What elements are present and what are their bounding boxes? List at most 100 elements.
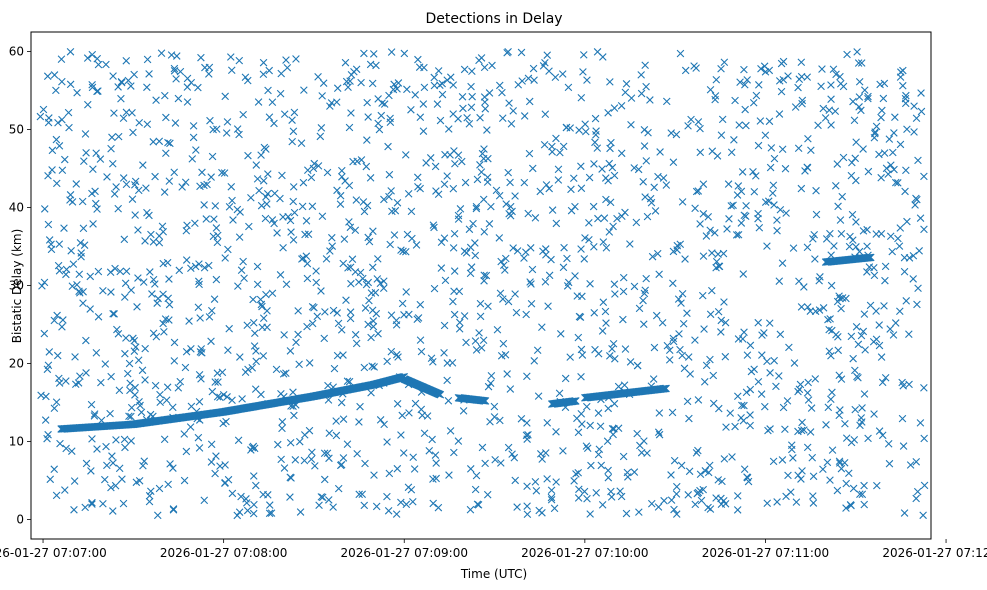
scatter-point (131, 211, 139, 219)
scatter-point (328, 233, 336, 242)
scatter-point (863, 268, 871, 276)
scatter-point (318, 92, 326, 100)
scatter-point (579, 68, 587, 76)
scatter-point (188, 155, 197, 163)
scatter-point (842, 479, 851, 488)
scatter-point (39, 105, 48, 114)
scatter-point (436, 390, 445, 399)
scatter-point (166, 460, 174, 468)
scatter-point (696, 124, 704, 133)
scatter-point (466, 505, 475, 514)
scatter-point (290, 108, 299, 117)
scatter-point (567, 185, 575, 194)
scatter-point (630, 468, 639, 476)
scatter-point (414, 314, 423, 322)
scatter-point (50, 404, 59, 413)
scatter-point (481, 459, 489, 468)
scatter-point (295, 437, 304, 446)
scatter-point (472, 346, 481, 354)
scatter-point (195, 260, 203, 268)
scatter-point (259, 352, 268, 360)
scatter-point (88, 189, 96, 198)
scatter-point (538, 323, 546, 331)
scatter-point (523, 482, 531, 491)
scatter-point (319, 79, 328, 87)
scatter-point (286, 493, 294, 501)
scatter-point (702, 361, 711, 370)
scatter-point (637, 89, 646, 98)
scatter-point (103, 461, 111, 470)
scatter-point (633, 361, 642, 370)
scatter-point (508, 450, 516, 458)
scatter-point (713, 152, 722, 160)
scatter-point (94, 87, 102, 95)
scatter-point (298, 202, 307, 211)
scatter-point (602, 195, 610, 204)
y-axis-label: Bistatic Delay (km) (10, 229, 24, 344)
scatter-point (274, 440, 282, 449)
scatter-point (385, 469, 394, 478)
scatter-point (670, 456, 679, 465)
scatter-point (824, 315, 832, 324)
scatter-point (522, 310, 530, 319)
scatter-point (376, 416, 385, 424)
scatter-point (863, 225, 871, 234)
scatter-point (877, 113, 885, 122)
scatter-point (409, 497, 417, 506)
scatter-point (857, 331, 866, 340)
scatter-point (822, 235, 831, 243)
scatter-point (841, 419, 849, 428)
scatter-point (803, 303, 812, 311)
scatter-point (903, 217, 911, 226)
scatter-point (407, 105, 415, 114)
scatter-point (916, 419, 925, 427)
scatter-point (640, 289, 649, 298)
scatter-point (857, 59, 866, 67)
scatter-point (83, 54, 92, 62)
scatter-point (884, 440, 893, 448)
scatter-point (43, 72, 52, 81)
scatter-point (208, 387, 217, 396)
scatter-point (127, 82, 135, 90)
scatter-point (332, 417, 340, 425)
scatter-point (324, 496, 333, 504)
scatter-point (617, 149, 626, 158)
scatter-point (528, 164, 537, 173)
scatter-point (347, 109, 355, 117)
scatter-point (561, 374, 570, 383)
scatter-point (88, 80, 96, 89)
scatter-point (127, 437, 135, 445)
scatter-point (342, 77, 351, 86)
scatter-point (554, 165, 563, 174)
scatter-point (385, 91, 393, 100)
scatter-point (826, 476, 834, 484)
scatter-point (352, 196, 361, 204)
scatter-point (493, 325, 502, 334)
scatter-point (455, 325, 464, 333)
scatter-point (684, 491, 693, 499)
scatter-point (724, 180, 733, 188)
scatter-point (386, 114, 394, 123)
scatter-point (222, 129, 231, 137)
scatter-point (361, 304, 370, 312)
scatter-point (99, 499, 107, 508)
scatter-point (252, 481, 260, 490)
scatter-point (443, 172, 451, 180)
scatter-point (595, 445, 604, 454)
scatter-point (627, 120, 635, 129)
scatter-point (734, 182, 743, 190)
scatter-point (289, 183, 298, 191)
scatter-point (740, 65, 748, 74)
scatter-point (794, 83, 802, 92)
scatter-point (86, 305, 94, 313)
scatter-point (337, 398, 346, 407)
scatter-point (240, 274, 248, 283)
scatter-point (44, 118, 53, 127)
scatter-point (235, 233, 244, 241)
scatter-point (691, 336, 699, 344)
scatter-point (325, 429, 334, 437)
scatter-point (68, 282, 77, 290)
scatter-point (420, 429, 429, 438)
scatter-point (836, 216, 845, 224)
scatter-point (278, 418, 287, 426)
